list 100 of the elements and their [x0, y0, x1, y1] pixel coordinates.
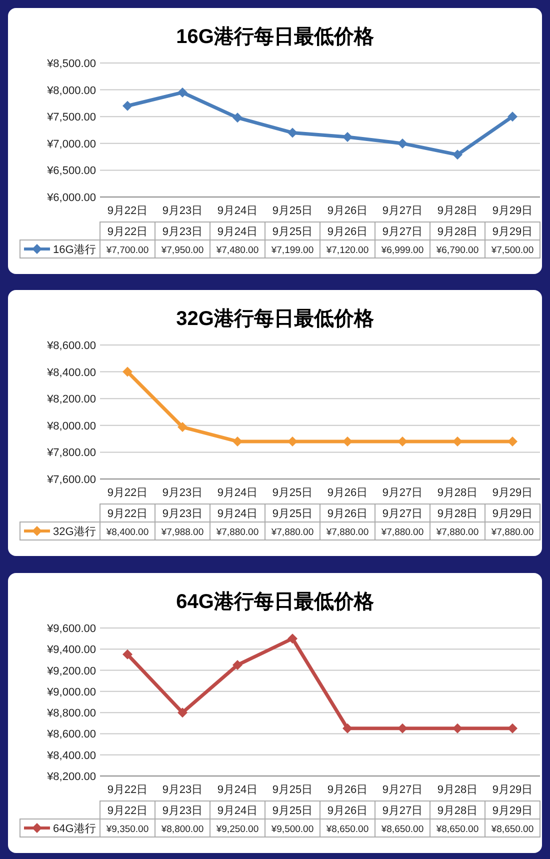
legend-label: 32G港行 [53, 525, 96, 538]
point [178, 87, 188, 98]
x-tick-label: 9月28日 [437, 487, 478, 499]
y-tick-label: ¥7,000.00 [46, 138, 96, 150]
point [122, 649, 132, 660]
data-label: ¥7,480.00 [215, 245, 259, 256]
y-tick-label: ¥7,500.00 [46, 112, 96, 124]
point [122, 100, 132, 111]
point [342, 132, 352, 142]
x-tick-label: 9月28日 [437, 205, 478, 217]
point [342, 723, 352, 734]
y-tick-label: ¥9,200.00 [46, 665, 96, 678]
point [232, 436, 242, 446]
point [288, 436, 298, 446]
point [452, 150, 462, 160]
category-label: 9月29日 [492, 805, 533, 817]
y-tick-label: ¥8,000.00 [46, 84, 96, 97]
x-tick-label: 9月23日 [162, 205, 203, 217]
category-label: 9月22日 [107, 805, 148, 817]
data-label: ¥9,350.00 [105, 824, 149, 835]
legend-label: 16G港行 [53, 243, 96, 256]
point [232, 660, 242, 670]
category-label: 9月23日 [162, 805, 203, 817]
point [508, 723, 518, 734]
point [288, 128, 298, 138]
point [178, 422, 188, 432]
y-tick-label: ¥9,600.00 [46, 623, 96, 635]
y-tick-label: ¥8,600.00 [46, 340, 96, 352]
category-label: 9月24日 [217, 805, 258, 817]
data-label: ¥7,700.00 [105, 245, 149, 256]
category-label: 9月23日 [162, 226, 203, 238]
y-tick-label: ¥8,200.00 [46, 394, 96, 406]
point [398, 436, 408, 446]
data-label: ¥7,880.00 [325, 527, 369, 538]
category-label: 9月22日 [107, 226, 148, 238]
y-tick-label: ¥9,400.00 [46, 644, 96, 656]
category-label: 9月22日 [107, 508, 148, 520]
y-tick-label: ¥8,400.00 [46, 750, 96, 762]
point [122, 366, 132, 377]
category-label: 9月28日 [437, 805, 478, 817]
category-label: 9月29日 [492, 508, 533, 520]
data-label: ¥7,988.00 [160, 527, 204, 538]
x-tick-label: 9月25日 [272, 487, 313, 499]
category-label: 9月26日 [327, 805, 368, 817]
data-label: ¥8,650.00 [435, 824, 479, 835]
data-label: ¥7,880.00 [270, 527, 314, 538]
point [288, 634, 298, 644]
data-label: ¥7,199.00 [270, 245, 314, 256]
category-label: 9月25日 [272, 508, 313, 520]
data-label: ¥7,880.00 [435, 527, 479, 538]
x-tick-label: 9月22日 [107, 487, 148, 499]
x-tick-label: 9月29日 [492, 205, 533, 217]
x-tick-label: 9月22日 [107, 784, 148, 796]
x-tick-label: 9月25日 [272, 784, 313, 796]
chart-title: 16G港行每日最低价格 [176, 26, 375, 48]
y-tick-label: ¥8,600.00 [46, 728, 96, 741]
chart-title: 64G港行每日最低价格 [176, 591, 375, 613]
category-label: 9月24日 [217, 508, 258, 520]
point [342, 436, 352, 446]
data-label: ¥9,250.00 [215, 824, 259, 835]
x-tick-label: 9月25日 [272, 205, 313, 217]
category-label: 9月27日 [382, 508, 423, 520]
y-tick-label: ¥7,600.00 [46, 474, 96, 486]
x-tick-label: 9月27日 [382, 784, 423, 796]
point [398, 723, 408, 734]
point [452, 436, 462, 446]
category-label: 9月27日 [382, 805, 423, 817]
data-label: ¥8,400.00 [105, 527, 149, 538]
x-tick-label: 9月27日 [382, 487, 423, 499]
category-label: 9月23日 [162, 508, 203, 520]
y-tick-label: ¥9,000.00 [46, 686, 96, 698]
x-tick-label: 9月27日 [382, 205, 423, 217]
data-label: ¥7,880.00 [490, 527, 534, 538]
y-tick-label: ¥8,200.00 [46, 771, 96, 783]
data-label: ¥7,880.00 [380, 527, 424, 538]
data-label: ¥8,650.00 [380, 824, 424, 835]
y-tick-label: ¥6,000.00 [46, 192, 96, 204]
x-tick-label: 9月29日 [492, 784, 533, 796]
x-tick-label: 9月24日 [217, 205, 258, 217]
y-tick-label: ¥7,800.00 [46, 447, 96, 460]
category-label: 9月28日 [437, 226, 478, 238]
y-tick-label: ¥8,500.00 [46, 58, 96, 70]
x-tick-label: 9月23日 [162, 487, 203, 499]
x-tick-label: 9月22日 [107, 205, 148, 217]
category-label: 9月28日 [437, 508, 478, 520]
data-label: ¥9,500.00 [270, 824, 314, 835]
x-tick-label: 9月24日 [217, 784, 258, 796]
x-tick-label: 9月26日 [327, 784, 368, 796]
y-tick-label: ¥8,400.00 [46, 366, 96, 379]
data-label: ¥7,120.00 [325, 245, 369, 256]
category-label: 9月26日 [327, 508, 368, 520]
point [508, 112, 518, 122]
data-label: ¥6,790.00 [435, 245, 479, 256]
point [508, 436, 518, 446]
data-label: ¥7,500.00 [490, 245, 534, 256]
y-tick-label: ¥8,000.00 [46, 420, 96, 432]
point [398, 138, 408, 148]
point [178, 708, 188, 718]
category-label: 9月26日 [327, 226, 368, 238]
x-tick-label: 9月26日 [327, 487, 368, 499]
